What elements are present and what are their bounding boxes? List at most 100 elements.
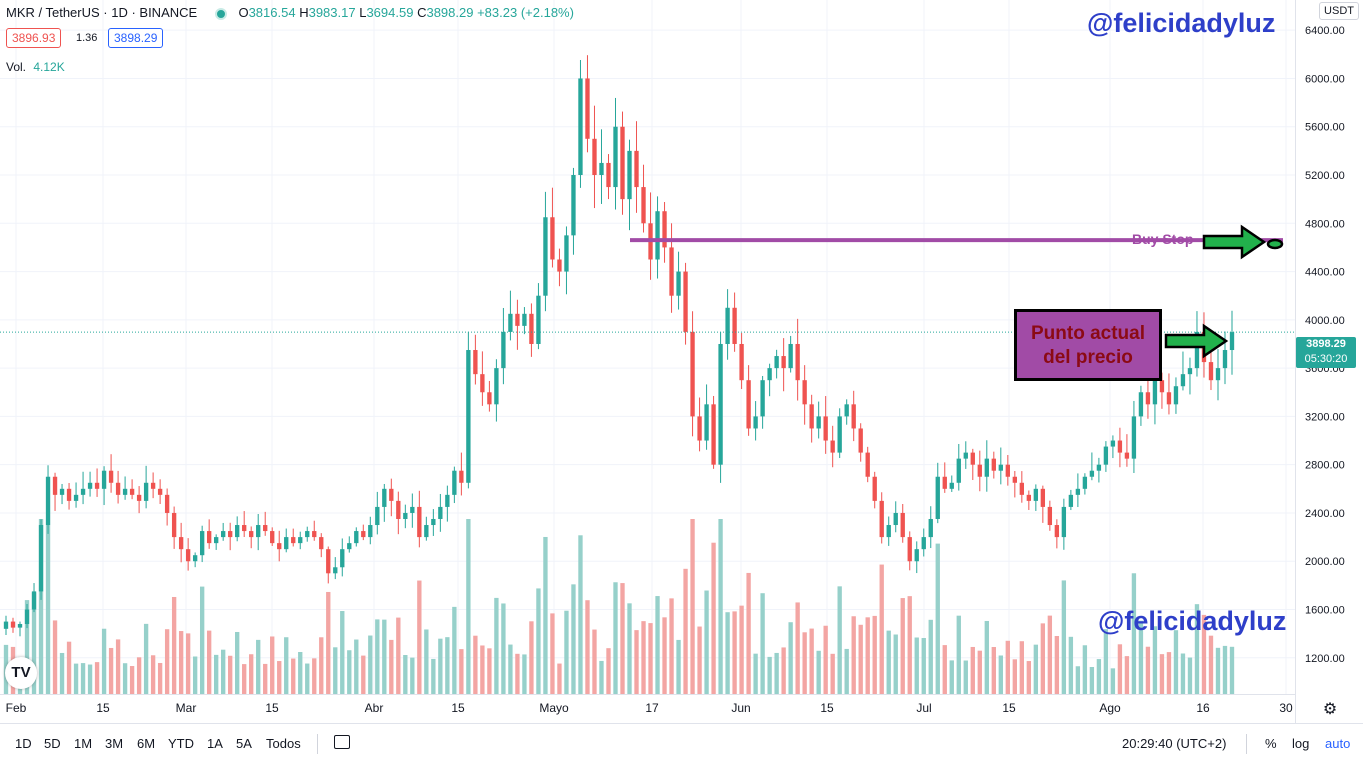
candle-body bbox=[760, 380, 765, 417]
volume-bar bbox=[851, 616, 856, 694]
currency-button[interactable]: USDT bbox=[1319, 2, 1359, 20]
volume-bar bbox=[270, 636, 275, 694]
candle-body bbox=[333, 567, 338, 574]
volume-bar bbox=[935, 543, 940, 694]
price-tick-label: 4000.00 bbox=[1305, 315, 1345, 327]
candle-body bbox=[816, 416, 821, 429]
date-range-icon[interactable] bbox=[334, 735, 350, 749]
clock-readout[interactable]: 20:29:40 (UTC+2) bbox=[1122, 736, 1227, 751]
candle-body bbox=[1173, 386, 1179, 405]
range-ytd-button[interactable]: YTD bbox=[168, 736, 194, 751]
candle-body bbox=[865, 452, 870, 477]
candle-body bbox=[620, 126, 625, 200]
candle-body bbox=[585, 78, 590, 139]
range-1d-button[interactable]: 1D bbox=[15, 736, 32, 751]
volume-bar bbox=[1229, 646, 1235, 694]
candle-body bbox=[17, 623, 23, 628]
candle-body bbox=[291, 537, 296, 544]
candle-body bbox=[1075, 488, 1081, 495]
volume-bar bbox=[494, 597, 499, 694]
candle-body bbox=[143, 482, 149, 501]
range-3m-button[interactable]: 3M bbox=[105, 736, 124, 751]
candle-body bbox=[634, 150, 639, 188]
volume-bar bbox=[1096, 659, 1102, 694]
price-tick-label: 2800.00 bbox=[1305, 460, 1345, 472]
time-tick-label: Jun bbox=[731, 701, 750, 715]
volume-bar bbox=[760, 593, 765, 694]
volume-bar bbox=[816, 650, 821, 694]
range-todos-button[interactable]: Todos bbox=[266, 736, 301, 751]
volume-bar bbox=[515, 653, 520, 694]
volume-bar bbox=[837, 586, 842, 694]
candle-body bbox=[206, 531, 212, 544]
candle-body bbox=[655, 211, 660, 260]
candle-body bbox=[52, 476, 58, 495]
volume-bar bbox=[662, 617, 667, 694]
candle-body bbox=[732, 307, 737, 344]
time-tick-label: Feb bbox=[6, 701, 27, 715]
volume-bar bbox=[424, 629, 429, 694]
tradingview-logo-icon[interactable]: TV bbox=[5, 657, 37, 689]
auto-scale-button[interactable]: auto bbox=[1325, 736, 1351, 751]
watermark-bottom: @felicidadyluz bbox=[1098, 606, 1287, 636]
volume-bar bbox=[1215, 647, 1221, 694]
buy-stop-arrow-icon bbox=[1202, 224, 1267, 260]
candle-body bbox=[221, 531, 226, 538]
candle-body bbox=[466, 350, 471, 483]
candle-body bbox=[319, 537, 324, 550]
volume-bar bbox=[991, 647, 996, 694]
volume-bar bbox=[879, 564, 884, 694]
volume-bar bbox=[298, 652, 303, 694]
range-1m-button[interactable]: 1M bbox=[74, 736, 93, 751]
range-1a-button[interactable]: 1A bbox=[207, 736, 223, 751]
percent-scale-button[interactable]: % bbox=[1265, 736, 1277, 751]
range-6m-button[interactable]: 6M bbox=[137, 736, 156, 751]
candle-body bbox=[66, 488, 72, 501]
ask-badge[interactable]: 3898.29 bbox=[108, 28, 164, 48]
volume-bar bbox=[970, 646, 975, 694]
candle-body bbox=[613, 126, 618, 188]
volume-bar bbox=[284, 637, 289, 694]
candle-body bbox=[94, 482, 100, 489]
candle-body bbox=[641, 187, 646, 224]
candle-body bbox=[1124, 452, 1130, 459]
price-tick-label: 4800.00 bbox=[1305, 218, 1345, 230]
candle-body bbox=[192, 555, 198, 562]
candle-body bbox=[1229, 332, 1235, 351]
volume-bar bbox=[263, 663, 268, 694]
time-tick-label: Mar bbox=[176, 701, 197, 715]
candle-body bbox=[725, 307, 730, 344]
log-scale-button[interactable]: log bbox=[1292, 736, 1310, 751]
candle-body bbox=[683, 271, 688, 332]
time-axis[interactable]: Feb 15 Mar 15 Abr 15 Mayo 17 Jun 15 Jul 15 Ago 16 30 ⚙ bbox=[0, 694, 1337, 719]
candle-body bbox=[949, 482, 954, 489]
volume-bar bbox=[508, 644, 513, 694]
symbol-title[interactable]: MKR / TetherUS · 1D · BINANCE bbox=[6, 5, 198, 20]
range-5a-button[interactable]: 5A bbox=[236, 736, 252, 751]
volume-bar bbox=[143, 623, 149, 694]
volume-bar bbox=[178, 631, 184, 694]
settings-gear-icon[interactable]: ⚙ bbox=[1323, 701, 1337, 718]
candle-body bbox=[1215, 368, 1221, 381]
candle-body bbox=[606, 162, 611, 188]
range-5d-button[interactable]: 5D bbox=[44, 736, 61, 751]
candle-body bbox=[529, 313, 534, 344]
volume-bar bbox=[550, 613, 555, 694]
candle-body bbox=[1068, 494, 1074, 507]
high-value: 3983.17 bbox=[308, 5, 356, 20]
candle-body bbox=[963, 452, 968, 459]
candle-body bbox=[340, 549, 345, 568]
toolbar-divider-right bbox=[1246, 734, 1247, 754]
volume-bar bbox=[157, 662, 163, 694]
bid-badge[interactable]: 3896.93 bbox=[6, 28, 62, 48]
candle-body bbox=[284, 537, 289, 550]
candlesticks bbox=[3, 55, 1235, 637]
volume-bar bbox=[753, 653, 758, 694]
candle-body bbox=[256, 525, 261, 538]
volume-bar bbox=[893, 634, 898, 694]
volume-bar bbox=[1152, 626, 1158, 694]
volume-bar bbox=[1110, 668, 1116, 694]
candle-body bbox=[1159, 380, 1165, 393]
volume-bar bbox=[171, 596, 177, 694]
volume-bar bbox=[1047, 615, 1053, 694]
